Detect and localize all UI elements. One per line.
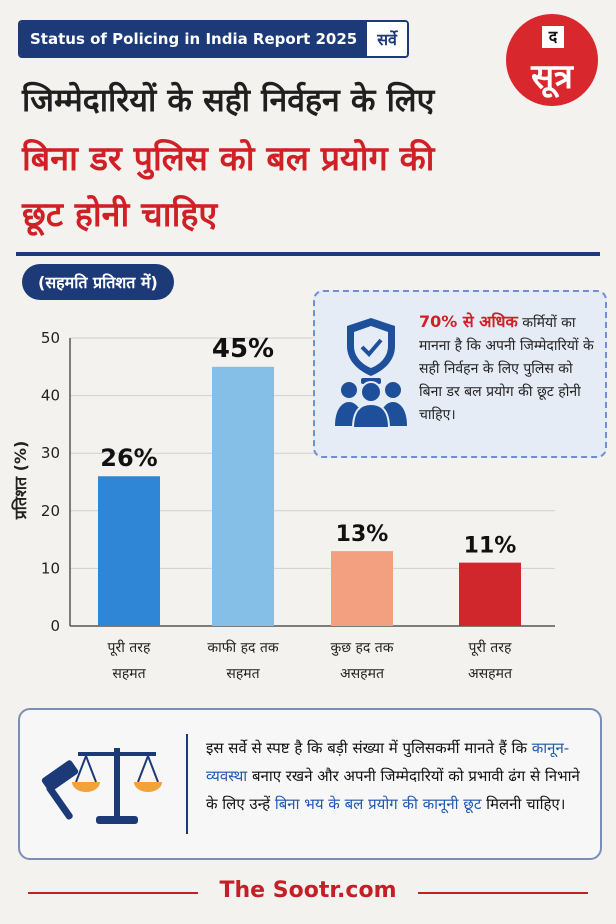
bar — [212, 366, 274, 626]
info-card: 70% से अधिक कर्मियों का मानना है कि अपनी… — [313, 290, 607, 458]
footer: The Sootr.com — [28, 872, 588, 912]
logo-main-text: सूत्र — [531, 57, 573, 97]
y-tick-label: 30 — [41, 444, 60, 462]
bar — [331, 551, 393, 626]
the-sootr-logo: द सूत्र — [506, 14, 598, 106]
x-tick-label: सहमत — [226, 666, 260, 682]
police-shield-icon — [335, 318, 407, 429]
x-tick-label: पूरी तरह — [469, 639, 512, 656]
y-tick-label: 40 — [41, 387, 60, 405]
bar-chart: 0 10 20 30 40 50 26% 45% 13% 11% पूरी तरह सहमत काफ… — [11, 329, 555, 682]
y-tick-label: 10 — [41, 559, 60, 577]
x-tick-label: असहमत — [468, 666, 513, 682]
conclusion-highlight-1: कानून-व्यवस्था — [206, 739, 570, 785]
footer-rule-right — [418, 892, 588, 894]
logo-small-text: द — [542, 26, 564, 48]
headline-line-3: छूट होनी चाहिए — [22, 195, 218, 235]
x-tick-label: सहमत — [112, 666, 146, 682]
bar-data-label: 11% — [464, 534, 517, 559]
info-text: कर्मियों का मानना है कि अपनी जिम्मेदारिय… — [419, 315, 594, 423]
x-tick-label: पूरी तरह — [108, 639, 151, 656]
conclusion-card: इस सर्वे से स्पष्ट है कि बड़ी संख्या में… — [18, 708, 602, 860]
card-divider — [186, 734, 188, 834]
footer-rule-left — [28, 892, 198, 894]
report-title: Status of Policing in India Report 2025 — [20, 22, 368, 56]
scales-of-justice-gavel-icon — [41, 748, 162, 824]
divider — [16, 252, 600, 256]
report-badge: Status of Policing in India Report 2025 … — [18, 20, 409, 58]
conclusion-text: इस सर्वे से स्पष्ट है कि बड़ी संख्या में… — [206, 734, 586, 818]
x-tick-label: असहमत — [340, 666, 385, 682]
conclusion-highlight-2: बिना भय के बल प्रयोग की कानूनी छूट — [274, 795, 482, 813]
headline-line-1: जिम्मेदारियों के सही निर्वहन के लिए — [22, 81, 435, 119]
conclusion-part-3: मिलनी चाहिए। — [481, 795, 566, 813]
y-axis-label: प्रतिशत (%) — [11, 441, 30, 521]
footer-site-name: The Sootr.com — [219, 878, 397, 903]
x-tick-label: कुछ हद तक — [330, 640, 393, 656]
bar-data-label: 45% — [212, 334, 274, 364]
unit-pill: (सहमति प्रतिशत में) — [22, 264, 174, 300]
conclusion-part-1: इस सर्वे से स्पष्ट है कि बड़ी संख्या में… — [206, 739, 527, 757]
y-tick-label: 0 — [50, 617, 60, 635]
info-highlight: 70% से अधिक — [419, 312, 518, 331]
bar — [459, 562, 521, 626]
conclusion-part-2: बनाए रखने और अपनी जिम्मेदारियों को प्रभा… — [206, 767, 580, 813]
headline-line-2: बिना डर पुलिस को बल प्रयोग की — [22, 139, 435, 179]
bar-data-label: 13% — [336, 522, 389, 547]
bar — [98, 476, 160, 626]
survey-tag: सर्वे — [367, 22, 407, 56]
y-tick-label: 50 — [41, 329, 60, 347]
bar-data-label: 26% — [100, 444, 157, 472]
y-tick-label: 20 — [41, 502, 60, 520]
x-tick-label: काफी हद तक — [207, 639, 279, 656]
